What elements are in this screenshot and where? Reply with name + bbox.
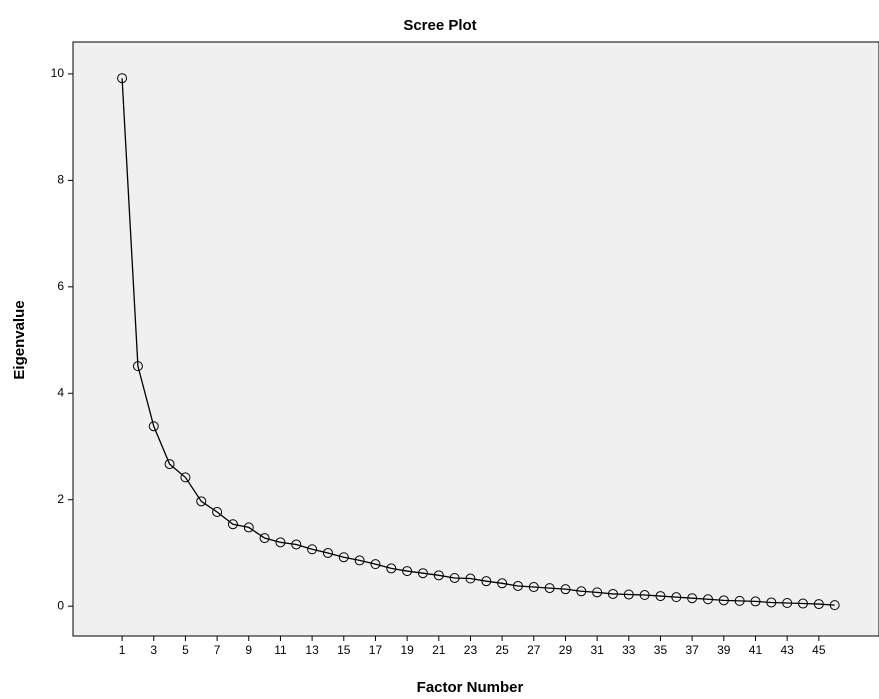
y-tick-label: 0 — [57, 598, 64, 612]
x-tick-label: 35 — [654, 643, 668, 657]
y-tick-label: 4 — [57, 385, 64, 399]
x-tick-label: 1 — [119, 643, 126, 657]
x-tick-label: 41 — [749, 643, 763, 657]
x-tick-label: 19 — [400, 643, 414, 657]
y-tick-label: 10 — [51, 66, 65, 80]
x-tick-label: 5 — [182, 643, 189, 657]
y-tick-label: 8 — [57, 173, 64, 187]
x-tick-label: 25 — [495, 643, 509, 657]
x-tick-label: 31 — [590, 643, 604, 657]
x-tick-label: 11 — [274, 643, 287, 657]
x-tick-label: 7 — [214, 643, 221, 657]
x-tick-label: 45 — [812, 643, 826, 657]
x-tick-label: 33 — [622, 643, 636, 657]
x-tick-label: 39 — [717, 643, 731, 657]
x-tick-label: 23 — [464, 643, 478, 657]
x-tick-label: 15 — [337, 643, 351, 657]
x-tick-label: 43 — [780, 643, 794, 657]
x-tick-label: 9 — [245, 643, 252, 657]
y-tick-label: 6 — [57, 279, 64, 293]
x-tick-label: 37 — [685, 643, 699, 657]
y-tick-label: 2 — [57, 492, 64, 506]
x-tick-label: 21 — [432, 643, 446, 657]
plot-area — [73, 42, 879, 636]
x-tick-label: 17 — [369, 643, 383, 657]
x-tick-label: 13 — [305, 643, 319, 657]
chart-title: Scree Plot — [403, 17, 476, 34]
x-tick-label: 29 — [559, 643, 573, 657]
x-tick-label: 27 — [527, 643, 541, 657]
chart: Scree Plot Factor Number Eigenvalue 0 2 4 6… — [0, 0, 879, 699]
y-axis-title: Eigenvalue — [11, 300, 28, 379]
page: Scree Plot Factor Number Eigenvalue 0 2 4 6… — [0, 0, 879, 699]
x-tick-label: 3 — [150, 643, 157, 657]
x-axis-title: Factor Number — [417, 679, 524, 696]
